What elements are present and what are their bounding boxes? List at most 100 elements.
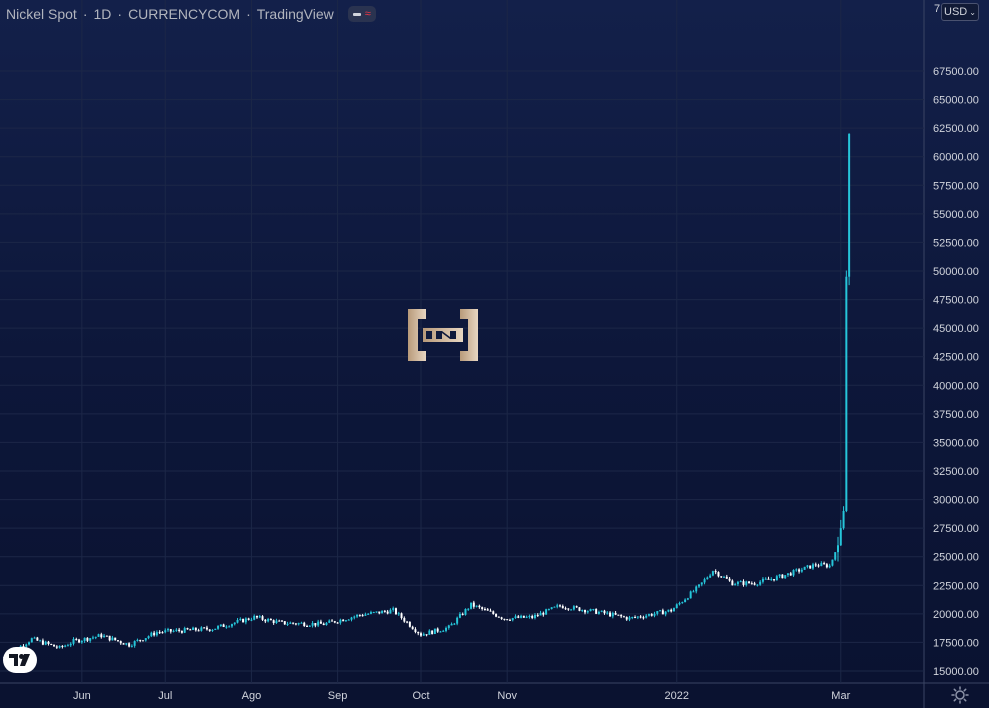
candle-body [333, 621, 336, 623]
candle-body [711, 571, 714, 576]
candle-body [628, 617, 631, 620]
minus-icon [352, 12, 361, 16]
candle-body [672, 608, 675, 612]
candle-body [736, 581, 739, 585]
candle-body [503, 618, 506, 620]
candle-body [41, 640, 44, 645]
time-tick-label: Nov [497, 690, 517, 702]
candle-body [169, 629, 172, 632]
price-tick-label: 22500.00 [933, 580, 979, 592]
candle-body [44, 641, 47, 645]
candle-body [428, 630, 431, 635]
candle-body [125, 643, 128, 645]
candle-body [461, 613, 464, 615]
candle-body [528, 616, 531, 618]
candle-body [222, 624, 225, 627]
gear-icon[interactable] [951, 686, 969, 704]
price-tick-label: 37500.00 [933, 409, 979, 421]
candle-body [25, 644, 28, 647]
interval-label[interactable]: 1D [93, 6, 112, 22]
candle-body [800, 569, 803, 572]
candle-body [597, 611, 600, 614]
candle-body [364, 614, 367, 616]
candle-body [767, 578, 770, 580]
candle-body [225, 626, 228, 628]
candle-body [375, 611, 378, 613]
price-tick-label: 17500.00 [933, 637, 979, 649]
candle-body [311, 623, 314, 626]
candle-body [91, 637, 94, 639]
candle-body [194, 627, 197, 631]
candle-body [331, 620, 334, 622]
header-separator: · [246, 6, 251, 22]
candle-body [189, 629, 192, 631]
candle-body [425, 634, 428, 636]
candle-body [183, 628, 186, 633]
candle-body [422, 634, 425, 636]
price-tick-label: 27500.00 [933, 523, 979, 535]
candle-body [308, 625, 311, 627]
symbol-name[interactable]: Nickel Spot [6, 6, 77, 22]
candle-body [670, 609, 673, 612]
legend-toggle[interactable]: ≈ [347, 6, 376, 22]
candle-body [369, 612, 372, 614]
candle-body [197, 630, 200, 632]
candle-body [408, 621, 411, 627]
candle-body [47, 641, 50, 644]
candle-body [725, 576, 728, 579]
candle-body [161, 632, 164, 634]
candle-body [403, 618, 406, 622]
candle-body [659, 610, 662, 612]
price-tick-label: 52500.00 [933, 237, 979, 249]
candle-body [278, 620, 281, 622]
candle-body [356, 614, 359, 617]
candle-body [709, 575, 712, 578]
candle-body [267, 618, 270, 622]
tradingview-logo-icon[interactable] [3, 647, 37, 673]
candle-body [467, 608, 470, 610]
candle-body [609, 612, 612, 617]
candle-body [492, 611, 495, 615]
candle-body [406, 621, 409, 623]
candle-body [28, 642, 31, 645]
candle-body [439, 631, 442, 633]
candle-body [717, 572, 720, 577]
candle-body [139, 639, 142, 641]
candle-body [723, 576, 726, 578]
candle-body [706, 577, 709, 580]
candle-body [825, 564, 828, 568]
candle-body [186, 628, 189, 630]
candle-body [786, 573, 789, 576]
candle-body [798, 569, 801, 572]
candle-body [664, 611, 667, 615]
candle-body [175, 629, 178, 631]
candle-body [572, 606, 575, 610]
candle-body [500, 617, 503, 619]
candle-body [470, 602, 473, 609]
candle-body [481, 607, 484, 609]
price-axis: 15000.00 17500.00 20000.00 22500.00 25000.00… [933, 66, 979, 678]
candle-body [411, 626, 414, 630]
candle-body [564, 608, 567, 610]
candle-body [517, 616, 520, 618]
candle-body [506, 619, 509, 621]
candle-body [167, 629, 170, 631]
candle-body [639, 616, 642, 618]
candle-body [645, 615, 648, 618]
candle-body [122, 643, 125, 645]
currency-selector[interactable]: USD ⌄ [941, 3, 979, 21]
candle-body [603, 610, 606, 614]
candle-body [233, 622, 236, 625]
candle-body [845, 276, 848, 511]
candle-body [130, 645, 133, 647]
candle-body [392, 608, 395, 610]
candle-body [147, 636, 150, 639]
candle-body [300, 622, 303, 624]
price-tick-label: 67500.00 [933, 66, 979, 78]
chevron-down-icon: ⌄ [969, 7, 976, 17]
price-tick-label: 32500.00 [933, 466, 979, 478]
header-separator: · [82, 6, 88, 22]
candle-body [809, 565, 812, 569]
candle-body [344, 620, 347, 622]
